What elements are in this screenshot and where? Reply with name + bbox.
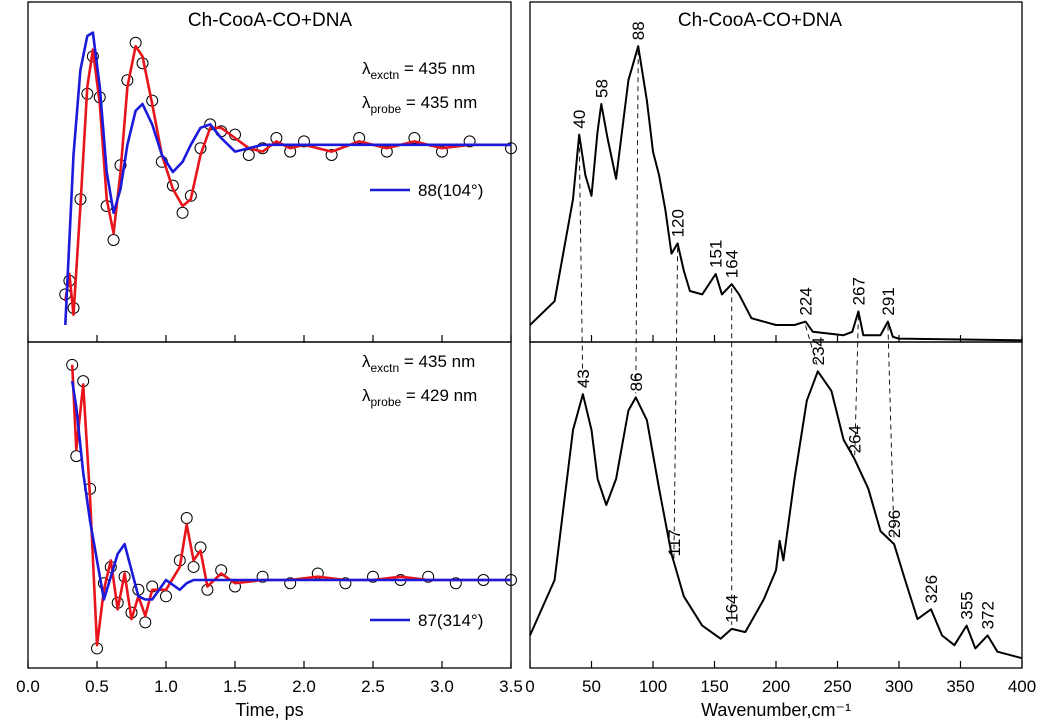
lambda-symbol: λ (362, 93, 371, 112)
x-tick-label: 250 (823, 677, 851, 696)
correlation-line (578, 138, 584, 391)
series-line (64, 44, 511, 317)
data-point (505, 142, 517, 155)
lambda-symbol: λ (362, 386, 371, 405)
x-tick-label: 400 (1008, 677, 1036, 696)
data-point (325, 149, 338, 161)
data-point (160, 590, 172, 603)
x-axis-label: Wavenumber,cm⁻¹ (701, 700, 851, 720)
peak-label: 117 (665, 529, 684, 556)
x-tick-label: 3.0 (430, 677, 454, 696)
x-tick-label: 1.0 (154, 677, 178, 696)
lambda-text: = 435 nm (399, 59, 475, 78)
lambda-symbol: λ (362, 352, 371, 371)
correlation-line (805, 325, 819, 368)
series-line (70, 380, 511, 601)
data-point (242, 149, 255, 161)
peak-label: 43 (574, 369, 593, 388)
peak-label: 224 (797, 287, 816, 315)
data-point (187, 560, 200, 573)
series-line (529, 370, 1023, 660)
peak-label: 372 (979, 601, 998, 629)
x-tick-label: 2.0 (292, 677, 316, 696)
peak-label: 164 (723, 250, 742, 278)
panel-frame (529, 1, 1023, 343)
series-line (64, 31, 511, 326)
data-point (176, 206, 189, 219)
data-point (180, 512, 193, 525)
data-point (422, 570, 435, 583)
data-point (215, 564, 228, 577)
panel-title: Ch-CooA-CO+DNA (188, 10, 353, 31)
peak-label: 40 (570, 110, 589, 129)
lambda-symbol: λ (362, 59, 371, 78)
peak-label: 164 (723, 595, 742, 623)
data-point (449, 577, 462, 590)
data-point (256, 570, 269, 583)
x-tick-label: 0.5 (85, 677, 109, 696)
lambda-sub: exctn (371, 68, 400, 82)
peak-label: 291 (879, 287, 898, 315)
peak-label: 88 (629, 21, 648, 40)
peak-label: 151 (707, 240, 726, 268)
lambda-label: λexctn = 435 nm (362, 59, 475, 82)
x-tick-label: 300 (885, 677, 913, 696)
x-tick-label: 50 (582, 677, 601, 696)
x-tick-label: 150 (700, 677, 728, 696)
peak-label: 58 (592, 79, 611, 98)
series-line (529, 45, 1023, 342)
lambda-label: λprobe = 435 nm (362, 93, 477, 116)
series-line (70, 364, 511, 647)
x-axis-label: Time, ps (235, 700, 303, 720)
correlation-line (635, 50, 639, 394)
peak-label: 86 (627, 372, 646, 391)
peak-label: 296 (885, 510, 904, 538)
lambda-sub: exctn (371, 361, 400, 375)
data-point (284, 577, 297, 590)
peak-label: 326 (922, 575, 941, 603)
lambda-label: λexctn = 435 nm (362, 352, 475, 375)
lambda-sub: probe (371, 395, 402, 409)
data-point (463, 135, 476, 148)
data-point (339, 577, 352, 590)
x-tick-label: 1.5 (223, 677, 247, 696)
x-tick-label: 200 (762, 677, 790, 696)
lambda-sub: probe (371, 102, 402, 116)
data-point (139, 616, 152, 629)
x-tick-label: 2.5 (361, 677, 385, 696)
x-tick-label: 100 (639, 677, 667, 696)
data-point (107, 234, 120, 246)
x-tick-label: 3.5 (499, 677, 523, 696)
peak-label: 355 (958, 591, 977, 619)
legend-label: 87(314°) (418, 611, 483, 630)
lambda-text: = 435 nm (399, 352, 475, 371)
legend-label: 88(104°) (418, 181, 483, 200)
panel-frame (529, 341, 1023, 669)
correlation-line (673, 247, 679, 559)
peak-label: 267 (849, 277, 868, 305)
x-tick-label: 0 (525, 677, 534, 696)
panel-frame (27, 1, 512, 343)
peak-label: 120 (669, 209, 688, 237)
x-tick-label: 0.0 (16, 677, 40, 696)
data-point (298, 135, 310, 148)
data-point (118, 570, 131, 583)
correlation-line (887, 325, 895, 541)
peak-label: 234 (809, 337, 828, 365)
data-point (367, 570, 379, 583)
x-tick-label: 350 (946, 677, 974, 696)
lambda-text: = 435 nm (401, 93, 477, 112)
lambda-label: λprobe = 429 nm (362, 386, 477, 409)
panel-frame (27, 341, 512, 669)
lambda-text: = 429 nm (401, 386, 477, 405)
data-point (184, 189, 197, 202)
peak-label: 264 (846, 425, 865, 453)
panel-title: Ch-CooA-CO+DNA (678, 10, 843, 31)
